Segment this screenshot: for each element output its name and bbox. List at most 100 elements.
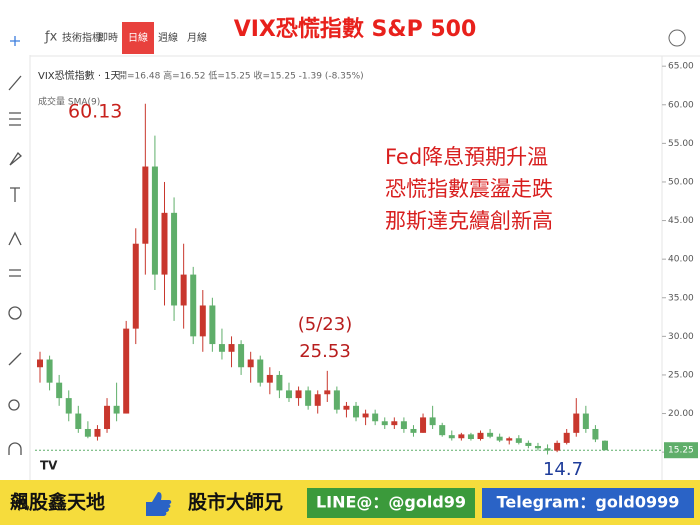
candle-body bbox=[75, 413, 82, 429]
candle-body bbox=[554, 442, 561, 451]
last-price-box bbox=[664, 442, 698, 459]
y-tick-label: 60.00 bbox=[668, 100, 694, 110]
candle-body bbox=[496, 436, 503, 441]
line-id[interactable]: LINE@：@gold99 bbox=[316, 493, 466, 512]
candle-body bbox=[104, 405, 111, 429]
candle-body bbox=[314, 394, 321, 406]
toolbar-tab[interactable]: 技術指標 bbox=[62, 31, 102, 44]
candle-body bbox=[467, 434, 474, 440]
candle-body bbox=[544, 448, 551, 451]
y-tick-label: 55.00 bbox=[668, 139, 694, 149]
y-tick-label: 50.00 bbox=[668, 177, 694, 187]
candle-body bbox=[113, 405, 120, 414]
active-tab-bg bbox=[122, 22, 154, 54]
fx-icon: ƒx bbox=[44, 30, 58, 45]
candle-body bbox=[602, 440, 608, 451]
candle-body bbox=[190, 274, 197, 337]
y-tick-label: 25.00 bbox=[668, 370, 694, 380]
line-box[interactable] bbox=[307, 488, 475, 518]
y-tick-label: 30.00 bbox=[668, 332, 694, 342]
footer-brand: 股市大師兄 bbox=[188, 491, 283, 514]
telegram-box[interactable] bbox=[482, 488, 694, 518]
candle-body bbox=[400, 421, 407, 429]
candle-body bbox=[228, 344, 235, 352]
candle-body bbox=[276, 374, 283, 391]
candle-body bbox=[295, 390, 302, 399]
settings-icon[interactable] bbox=[668, 29, 686, 47]
candle-body bbox=[477, 432, 484, 440]
thumb-icon bbox=[146, 492, 172, 516]
candle-body bbox=[65, 398, 72, 414]
candle-body bbox=[429, 417, 436, 426]
candle-body bbox=[381, 421, 388, 426]
annotation: Fed降息預期升溫 bbox=[385, 145, 548, 169]
last-price-label: 15.25 bbox=[668, 446, 694, 456]
candle-body bbox=[391, 421, 398, 426]
annotation: 14.7 bbox=[543, 459, 583, 480]
candle-body bbox=[209, 305, 216, 345]
candle-body bbox=[333, 390, 340, 410]
candle-body bbox=[515, 438, 522, 443]
candle-body bbox=[238, 344, 245, 368]
y-tick-label: 20.00 bbox=[668, 409, 694, 419]
candle-body bbox=[563, 432, 570, 443]
candle-body bbox=[56, 382, 63, 399]
symbol: VIX恐慌指數 · 1天 bbox=[38, 69, 121, 82]
candle-body bbox=[247, 359, 254, 368]
annotation: 60.13 bbox=[68, 101, 122, 123]
candle-body bbox=[506, 438, 513, 441]
annotation: 那斯達克續創新高 bbox=[385, 209, 553, 233]
candle-body bbox=[420, 417, 427, 433]
candle-body bbox=[487, 432, 494, 437]
candle-body bbox=[46, 359, 53, 383]
ohlc-info: 開=16.48 高=16.52 低=15.25 收=15.25 -1.39 (-… bbox=[118, 70, 364, 82]
candle-body bbox=[257, 359, 264, 383]
candle-body bbox=[37, 359, 43, 368]
y-tick-label: 35.00 bbox=[668, 293, 694, 303]
candle-body bbox=[439, 425, 446, 436]
y-tick-label: 40.00 bbox=[668, 255, 694, 265]
candle-body bbox=[324, 390, 331, 395]
candle-body bbox=[458, 434, 465, 439]
volume-label: 成交量 SMA(9) bbox=[38, 96, 100, 108]
candle-body bbox=[266, 374, 273, 383]
candle-body bbox=[94, 428, 101, 437]
annotation: (5/23) bbox=[298, 314, 352, 335]
candle-body bbox=[372, 413, 379, 422]
annotation: 恐慌指數震盪走跌 bbox=[385, 177, 553, 201]
candle-body bbox=[410, 428, 417, 433]
candle-body bbox=[305, 390, 312, 406]
chart-title: VIX恐慌指數 S&P 500 bbox=[234, 16, 477, 42]
candle-body bbox=[582, 413, 589, 429]
candle-body bbox=[525, 442, 532, 446]
candle-body bbox=[362, 413, 369, 418]
telegram-id[interactable]: Telegram：gold0999 bbox=[497, 493, 680, 512]
candle-body bbox=[448, 435, 455, 439]
toolbar-tab[interactable]: 日線 bbox=[128, 31, 148, 44]
candle-body bbox=[343, 405, 350, 410]
candle-body bbox=[180, 274, 187, 306]
candle-body bbox=[218, 344, 225, 352]
candle-body bbox=[592, 428, 599, 440]
candle-body bbox=[171, 212, 178, 306]
side-tools[interactable] bbox=[8, 36, 22, 455]
candle-body bbox=[132, 243, 139, 329]
y-tick-label: 45.00 bbox=[668, 216, 694, 226]
annotation: 25.53 bbox=[299, 341, 351, 362]
tv-logo: TV bbox=[40, 459, 58, 473]
candle-body bbox=[199, 305, 206, 337]
candle-body bbox=[573, 413, 580, 433]
candle-body bbox=[151, 166, 158, 275]
toolbar-tab[interactable]: 週線 bbox=[158, 31, 178, 44]
candle-body bbox=[123, 328, 130, 414]
toolbar-tab[interactable]: 月線 bbox=[187, 31, 207, 44]
candle-body bbox=[353, 405, 360, 418]
toolbar-tab[interactable]: 即時 bbox=[98, 32, 118, 44]
candle-body bbox=[534, 445, 541, 449]
footer-brand: 飆股鑫天地 bbox=[10, 491, 105, 514]
candle-body bbox=[142, 166, 149, 244]
candle-body bbox=[285, 390, 292, 399]
